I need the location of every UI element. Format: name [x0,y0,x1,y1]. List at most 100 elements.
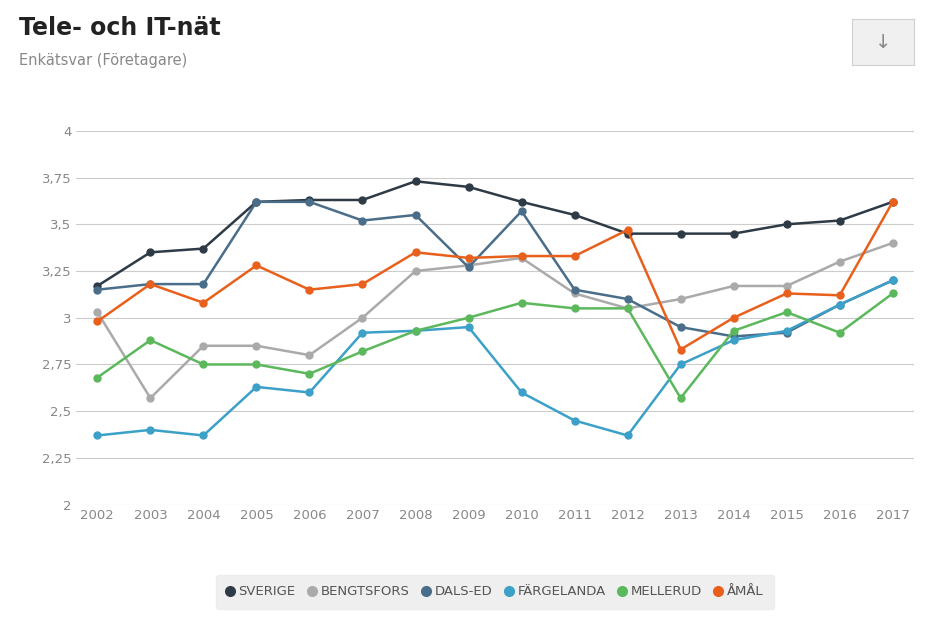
MELLERUD [887,290,899,297]
FÄRGELANDA [250,383,262,391]
FÄRGELANDA [198,432,209,439]
MELLERUD [463,314,474,321]
Line: DALS-ED: DALS-ED [94,198,896,340]
ÅMÅL [622,226,633,234]
ÅMÅL [91,318,103,325]
Text: Enkätsvar (Företagare): Enkätsvar (Företagare) [19,53,188,68]
FÄRGELANDA [516,389,527,396]
SVERIGE [781,221,792,228]
FÄRGELANDA [91,432,103,439]
Text: ↓: ↓ [875,32,891,52]
Line: SVERIGE: SVERIGE [94,178,896,290]
BENGTSFORS [887,239,899,247]
DALS-ED [834,301,845,308]
BENGTSFORS [675,295,686,303]
FÄRGELANDA [728,336,740,344]
SVERIGE [357,196,368,204]
DALS-ED [357,217,368,224]
BENGTSFORS [781,282,792,290]
SVERIGE [834,217,845,224]
DALS-ED [145,280,156,288]
Line: FÄRGELANDA: FÄRGELANDA [94,277,896,439]
BENGTSFORS [304,351,315,359]
ÅMÅL [781,290,792,297]
MELLERUD [728,327,740,335]
SVERIGE [304,196,315,204]
MELLERUD [516,299,527,307]
SVERIGE [145,249,156,256]
SVERIGE [887,198,899,206]
MELLERUD [304,370,315,378]
DALS-ED [250,198,262,206]
MELLERUD [569,305,581,312]
MELLERUD [198,361,209,368]
ÅMÅL [409,249,421,256]
SVERIGE [198,245,209,252]
DALS-ED [409,211,421,219]
ÅMÅL [304,286,315,293]
BENGTSFORS [622,305,633,312]
SVERIGE [675,230,686,237]
ÅMÅL [728,314,740,321]
Legend: SVERIGE, BENGTSFORS, DALS-ED, FÄRGELANDA, MELLERUD, ÅMÅL: SVERIGE, BENGTSFORS, DALS-ED, FÄRGELANDA… [216,575,774,609]
MELLERUD [675,394,686,402]
BENGTSFORS [834,258,845,265]
ÅMÅL [569,252,581,260]
SVERIGE [463,183,474,191]
DALS-ED [675,323,686,331]
ÅMÅL [250,262,262,269]
SVERIGE [91,282,103,290]
BENGTSFORS [569,290,581,297]
BENGTSFORS [463,262,474,269]
SVERIGE [250,198,262,206]
MELLERUD [409,327,421,335]
FÄRGELANDA [887,277,899,284]
DALS-ED [569,286,581,293]
FÄRGELANDA [675,361,686,368]
Text: Tele- och IT-nät: Tele- och IT-nät [19,16,221,40]
BENGTSFORS [250,342,262,350]
Line: ÅMÅL: ÅMÅL [94,198,896,353]
ÅMÅL [887,198,899,206]
BENGTSFORS [728,282,740,290]
DALS-ED [198,280,209,288]
Line: MELLERUD: MELLERUD [94,290,896,402]
SVERIGE [516,198,527,206]
FÄRGELANDA [357,329,368,336]
ÅMÅL [675,346,686,353]
BENGTSFORS [516,254,527,262]
SVERIGE [569,211,581,219]
MELLERUD [91,374,103,381]
DALS-ED [622,295,633,303]
FÄRGELANDA [569,417,581,424]
MELLERUD [622,305,633,312]
FÄRGELANDA [834,301,845,308]
FÄRGELANDA [145,426,156,434]
MELLERUD [834,329,845,336]
BENGTSFORS [409,267,421,275]
ÅMÅL [463,254,474,262]
ÅMÅL [198,299,209,307]
DALS-ED [463,264,474,271]
SVERIGE [622,230,633,237]
SVERIGE [728,230,740,237]
BENGTSFORS [198,342,209,350]
BENGTSFORS [357,314,368,321]
DALS-ED [728,333,740,340]
MELLERUD [145,336,156,344]
FÄRGELANDA [781,327,792,335]
DALS-ED [91,286,103,293]
FÄRGELANDA [304,389,315,396]
MELLERUD [250,361,262,368]
ÅMÅL [357,280,368,288]
ÅMÅL [834,292,845,299]
ÅMÅL [145,280,156,288]
FÄRGELANDA [409,327,421,335]
ÅMÅL [516,252,527,260]
FÄRGELANDA [463,323,474,331]
DALS-ED [781,329,792,336]
SVERIGE [409,178,421,185]
BENGTSFORS [145,394,156,402]
Line: BENGTSFORS: BENGTSFORS [94,239,896,402]
FÄRGELANDA [622,432,633,439]
